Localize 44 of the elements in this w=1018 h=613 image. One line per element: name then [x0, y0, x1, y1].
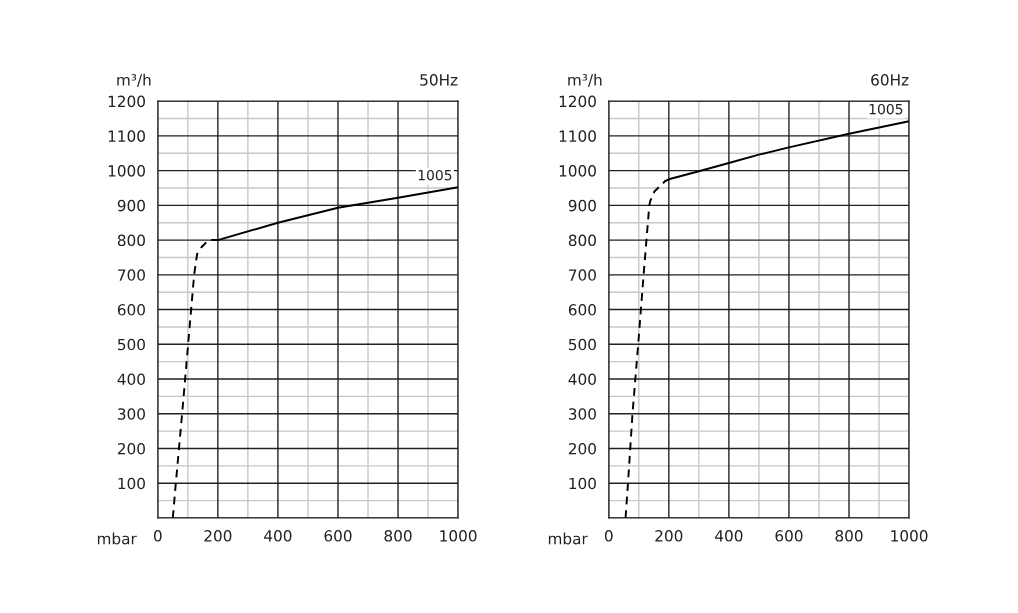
x-tick-label: 0 — [153, 530, 162, 542]
y-tick-label: 800 — [117, 234, 145, 247]
y-tick-label: 200 — [568, 442, 596, 455]
x-tick-label: 200 — [204, 530, 232, 542]
y-tick-label: 600 — [117, 304, 145, 316]
x-tick-label: 800 — [384, 530, 412, 542]
x-tick-label: 200 — [655, 530, 683, 542]
y-tick-label: 500 — [568, 338, 596, 351]
y-tick-label: 1000 — [559, 165, 596, 177]
x-tick-label: 600 — [775, 530, 803, 542]
x-axis-title: mbar — [97, 532, 137, 545]
y-tick-label: 1100 — [559, 130, 596, 142]
y-tick-label: 700 — [569, 269, 596, 281]
y-tick-label: 100 — [569, 477, 596, 490]
x-tick-label: 400 — [264, 530, 292, 542]
y-tick-label: 900 — [117, 199, 145, 212]
y-axis-title: m³/h — [568, 73, 602, 87]
x-tick-label: 1000 — [440, 530, 477, 542]
y-tick-label: 700 — [118, 269, 145, 281]
x-tick-label: 400 — [715, 530, 743, 542]
y-tick-label: 100 — [118, 477, 145, 490]
annotation: 1005 — [869, 103, 903, 115]
x-tick-label: 600 — [324, 530, 352, 542]
y-tick-label: 400 — [568, 373, 596, 386]
x-axis-title: mbar — [548, 532, 588, 545]
chart-title: 50Hz — [420, 74, 458, 86]
y-tick-label: 1000 — [108, 165, 145, 177]
y-tick-label: 600 — [568, 304, 596, 316]
annotation: 1005 — [418, 169, 452, 181]
y-tick-label: 200 — [117, 442, 145, 455]
y-tick-label: 1200 — [559, 95, 596, 108]
y-tick-label: 400 — [117, 373, 145, 386]
y-axis-title: m³/h — [117, 73, 151, 87]
y-tick-label: 500 — [118, 338, 145, 351]
x-tick-label: 800 — [835, 530, 863, 542]
chart-title: 60Hz — [871, 74, 909, 86]
x-tick-label: 1000 — [891, 530, 928, 542]
y-tick-label: 300 — [568, 408, 596, 420]
y-tick-label: 900 — [568, 199, 596, 212]
x-tick-label: 0 — [604, 530, 613, 542]
y-tick-label: 1200 — [108, 95, 145, 108]
y-tick-label: 300 — [117, 408, 145, 420]
y-tick-label: 1100 — [108, 130, 145, 142]
y-tick-label: 800 — [568, 234, 596, 247]
